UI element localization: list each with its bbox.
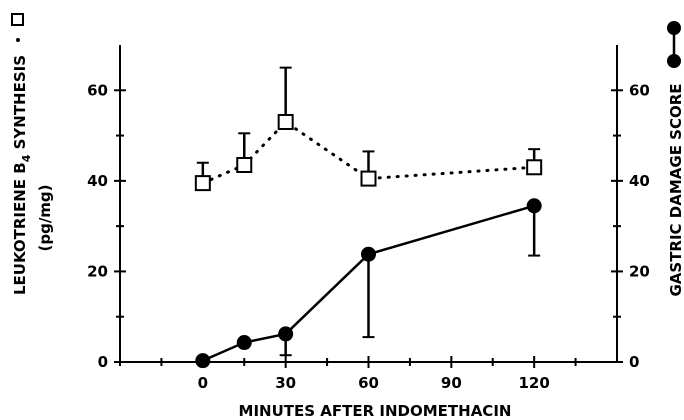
right-legend-key bbox=[667, 21, 681, 68]
left-legend-dot bbox=[16, 38, 20, 42]
x-tick-label: 90 bbox=[441, 374, 462, 392]
series-damage bbox=[195, 198, 542, 369]
right-legend-dot-bottom bbox=[667, 54, 681, 68]
left-legend-key bbox=[11, 13, 24, 42]
right-y-tick-label: 0 bbox=[629, 353, 639, 371]
damage-point bbox=[195, 353, 211, 369]
x-tick-label: 60 bbox=[358, 374, 379, 392]
series-ltb4-line bbox=[201, 120, 536, 185]
left-y-tick-label: 60 bbox=[87, 81, 108, 99]
damage-point bbox=[526, 198, 542, 214]
right-y-tick-label: 20 bbox=[629, 262, 650, 280]
ltb4-point bbox=[194, 175, 211, 192]
damage-point bbox=[361, 246, 376, 262]
series-ltb4 bbox=[194, 66, 543, 192]
x-tick-label: 0 bbox=[198, 374, 208, 392]
left-y-tick-label: 40 bbox=[87, 172, 108, 190]
ltb4-point bbox=[526, 159, 543, 176]
left-y-title-main: LEUKOTRIENE B bbox=[11, 162, 29, 295]
left-legend-square bbox=[11, 13, 24, 26]
right-y-axis-title: GASTRIC DAMAGE SCORE bbox=[667, 83, 684, 296]
x-tick-label: 30 bbox=[275, 374, 296, 392]
ltb4-point bbox=[360, 170, 377, 187]
ltb4-point bbox=[277, 113, 294, 130]
right-y-tick-label: 60 bbox=[629, 81, 650, 99]
x-axis-title: MINUTES AFTER INDOMETHACIN bbox=[239, 402, 512, 420]
left-y-axis-unit: (pg/mg) bbox=[36, 184, 54, 251]
series-layer bbox=[194, 66, 543, 369]
x-tick-label: 120 bbox=[519, 374, 550, 392]
axes: 0 30 60 90 120 0 20 40 60 0 20 40 60 bbox=[87, 45, 650, 392]
left-y-axis-title: LEUKOTRIENE B4 SYNTHESIS bbox=[11, 55, 33, 295]
left-y-tick-label: 20 bbox=[87, 262, 108, 280]
damage-point bbox=[278, 326, 294, 342]
right-y-tick-label: 40 bbox=[629, 172, 650, 190]
damage-point bbox=[236, 335, 252, 351]
left-y-title-subscript: 4 bbox=[20, 154, 33, 162]
right-legend-dot-top bbox=[667, 21, 681, 35]
left-y-tick-label: 0 bbox=[98, 353, 108, 371]
left-y-title-suffix: SYNTHESIS bbox=[11, 55, 29, 155]
ltb4-point bbox=[236, 157, 253, 174]
